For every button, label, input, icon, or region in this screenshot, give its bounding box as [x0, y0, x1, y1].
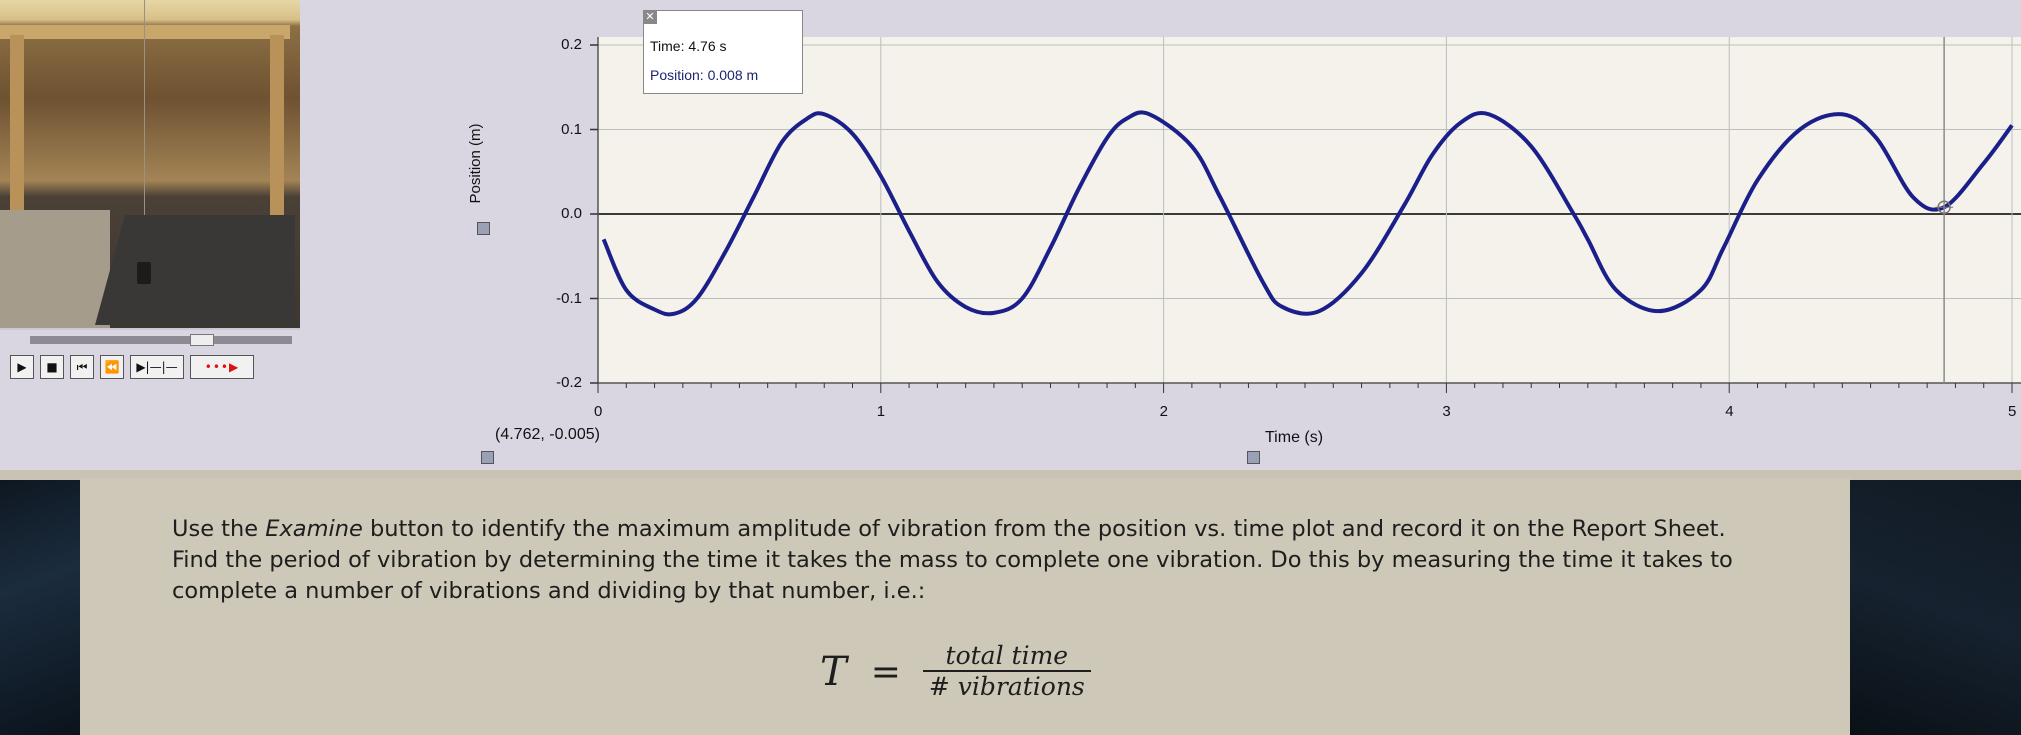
coordinate-readout: (4.762, -0.005) — [495, 426, 600, 443]
logger-pro-window: ▶ ■ ⏮ ⏪ ▶|—|— •••▶ Position (m) 0.2 0.1 0.… — [0, 0, 2021, 470]
stop-icon[interactable]: ■ — [40, 355, 64, 379]
x-tick-label: 4 — [1725, 403, 1734, 420]
close-icon[interactable]: ✕ — [643, 10, 657, 24]
step-marker-icon[interactable]: ▶|—|— — [130, 355, 184, 379]
motion-sensor — [137, 262, 151, 284]
position-time-graph[interactable] — [0, 0, 2021, 470]
x-axis-label: Time (s) — [1265, 429, 1324, 446]
y-tick-label: -0.2 — [556, 374, 582, 391]
record-dots-icon[interactable]: •••▶ — [190, 355, 254, 379]
graph-resize-handle-left[interactable] — [477, 222, 490, 235]
x-tick-label: 2 — [1159, 403, 1168, 420]
table-top — [0, 25, 290, 39]
instruction-part1: Use the — [172, 516, 266, 542]
examine-cursor[interactable] — [1935, 37, 1954, 383]
table-leg — [270, 35, 284, 215]
spring-string — [144, 0, 145, 215]
position-trace[interactable] — [601, 110, 2014, 317]
table-leg — [10, 35, 24, 215]
video-transport-controls: ▶ ■ ⏮ ⏪ ▶|—|— •••▶ — [10, 355, 254, 379]
graph-resize-handle-bottom-left[interactable] — [481, 451, 494, 464]
examine-time-readout: Time: 4.76 s — [650, 38, 727, 54]
formula-denominator: # vibrations — [928, 672, 1085, 701]
formula-lhs: T — [820, 649, 847, 695]
graph-resize-handle-bottom[interactable] — [1247, 451, 1260, 464]
x-tick-label: 1 — [876, 403, 886, 420]
x-tick-label: 0 — [594, 403, 603, 420]
formula-numerator: total time — [945, 641, 1069, 670]
formula-fraction: total time # vibrations — [922, 641, 1091, 702]
formula-equals: = — [870, 651, 901, 693]
examine-position-readout: Position: 0.008 m — [650, 67, 759, 83]
y-tick-label: 0.1 — [561, 120, 582, 138]
floor-mat — [95, 215, 295, 325]
period-formula: T = total time # vibrations — [820, 642, 1091, 702]
instruction-panel — [80, 478, 1850, 735]
plot-background — [598, 37, 2021, 383]
examine-box — [643, 10, 803, 94]
video-panel: ▶ ■ ⏮ ⏪ ▶|—|— •••▶ — [0, 0, 300, 379]
video-scrub-thumb[interactable] — [190, 334, 214, 346]
background-left — [0, 480, 80, 735]
examine-emphasis: Examine — [265, 516, 363, 542]
rewind-icon[interactable]: ⏪ — [100, 355, 124, 379]
axes — [590, 37, 2021, 393]
video-frame[interactable] — [0, 0, 300, 328]
background-right — [1850, 480, 2021, 735]
y-tick-label: 0.0 — [561, 205, 582, 222]
skip-start-icon[interactable]: ⏮ — [70, 355, 94, 379]
floor — [0, 210, 110, 328]
fraction-bar — [922, 670, 1091, 672]
x-tick-label: 3 — [1442, 403, 1451, 420]
play-icon[interactable]: ▶ — [10, 355, 34, 379]
x-tick-label: 5 — [2008, 403, 2017, 420]
instruction-part2: button to identify the maximum amplitude… — [172, 516, 1733, 604]
y-tick-label: -0.1 — [556, 289, 582, 307]
instruction-text: Use the Examine button to identify the m… — [172, 514, 1762, 607]
y-tick-label: 0.2 — [561, 36, 582, 53]
video-scrub-track[interactable] — [30, 336, 292, 344]
